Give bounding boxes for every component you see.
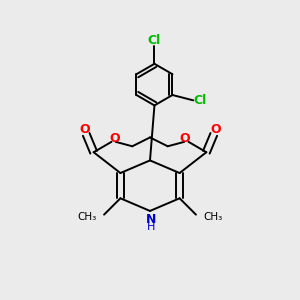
Text: Cl: Cl	[193, 94, 206, 107]
Text: CH₃: CH₃	[203, 212, 223, 222]
Text: O: O	[180, 132, 190, 145]
Text: O: O	[80, 123, 90, 136]
Text: Cl: Cl	[148, 34, 161, 47]
Text: CH₃: CH₃	[77, 212, 97, 222]
Text: O: O	[210, 123, 220, 136]
Text: N: N	[146, 213, 157, 226]
Text: O: O	[110, 132, 120, 145]
Text: H: H	[147, 222, 156, 232]
